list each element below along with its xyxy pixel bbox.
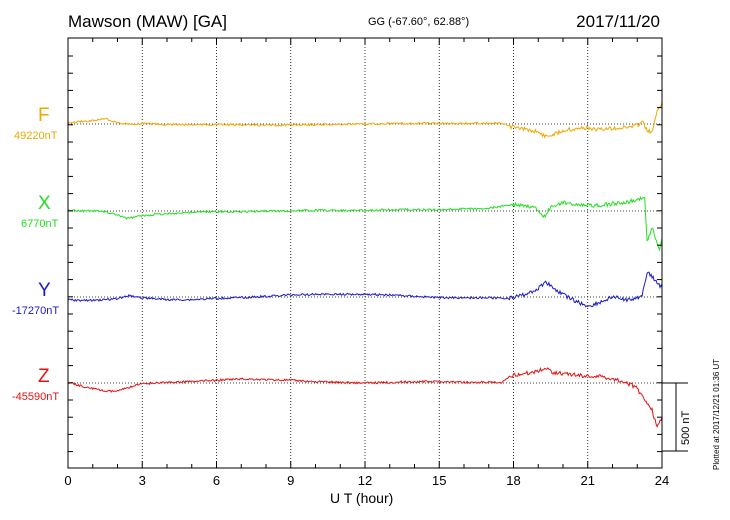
baseline-label-y: -17270nT	[12, 305, 60, 317]
x-tick-label-3: 3	[139, 473, 146, 488]
x-tick-label-0: 0	[64, 473, 71, 488]
x-axis-title: U T (hour)	[330, 490, 394, 506]
plotted-timestamp: Plotted at 2017/12/21 01:36 UT	[712, 358, 721, 470]
component-label-y: Y	[38, 280, 51, 301]
component-label-z: Z	[38, 366, 50, 387]
station-title: Mawson (MAW) [GA]	[68, 12, 227, 31]
x-tick-label-12: 12	[358, 473, 372, 488]
series-line-F	[67, 102, 663, 139]
series-line-Y	[67, 271, 663, 308]
x-tick-label-6: 6	[213, 473, 220, 488]
component-label-f: F	[38, 105, 50, 126]
series-line-Z	[67, 366, 663, 428]
axes: 0 3 6 9 12 15 18 21 24	[64, 37, 688, 488]
scale-bar-label: 500 nT	[680, 410, 692, 445]
component-label-x: X	[38, 193, 51, 214]
baseline-label-x: 6770nT	[21, 218, 59, 230]
x-tick-label-15: 15	[432, 473, 446, 488]
plot-date: 2017/11/20	[576, 12, 660, 31]
station-coordinates: GG (-67.60°, 62.88°)	[368, 16, 470, 28]
plot-frame	[67, 37, 663, 469]
x-tick-label-18: 18	[506, 473, 520, 488]
series-line-X	[67, 196, 663, 252]
grid	[68, 38, 662, 468]
baseline-label-f: 49220nT	[14, 130, 58, 142]
x-tick-label-24: 24	[655, 473, 669, 488]
series-group	[67, 102, 663, 428]
baseline-label-z: -45590nT	[12, 391, 60, 403]
x-tick-label-9: 9	[287, 473, 294, 488]
x-tick-label-21: 21	[581, 473, 595, 488]
